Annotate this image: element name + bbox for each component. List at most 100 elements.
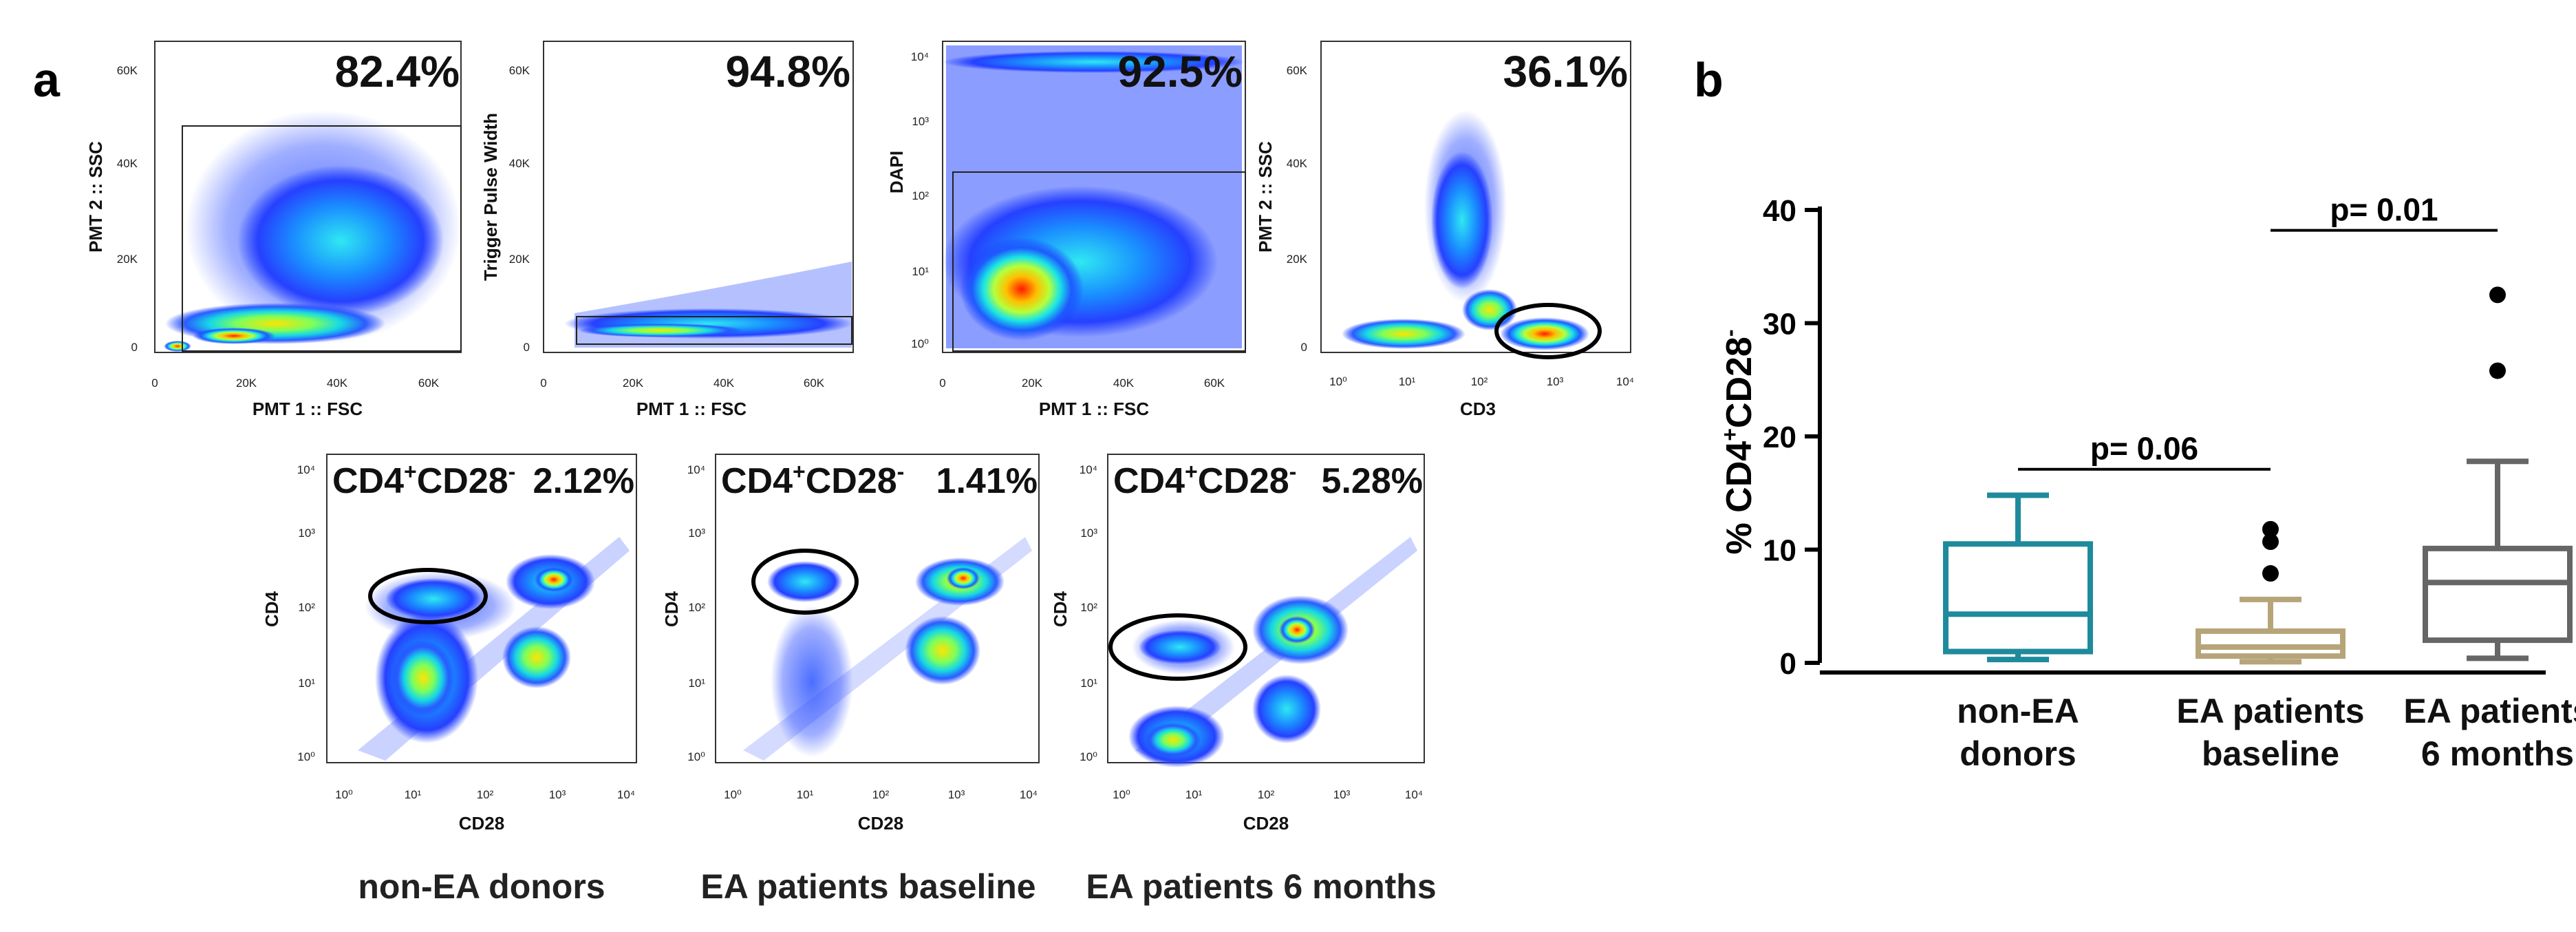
panel-label-a: a bbox=[33, 53, 61, 107]
ylabel-mid: CD28 bbox=[1719, 337, 1759, 428]
y-tick: 10³ bbox=[1080, 527, 1097, 540]
y-tick: 10⁰ bbox=[687, 750, 705, 763]
cd28-text: CD28 bbox=[1198, 461, 1289, 501]
x-tick: 10¹ bbox=[405, 788, 422, 801]
density-peak bbox=[960, 237, 1084, 341]
y-tick: 10² bbox=[688, 601, 705, 614]
x-tick: 60K bbox=[1204, 377, 1225, 390]
y-axis-label: % CD4+CD28- bbox=[1717, 329, 1759, 554]
x-tick: 10³ bbox=[1547, 375, 1564, 388]
density-cloud bbox=[905, 616, 980, 685]
x-tick: 10² bbox=[477, 788, 494, 801]
y-tick: 10⁴ bbox=[297, 463, 315, 476]
panel-label-b: b bbox=[1694, 53, 1724, 107]
y-axis-label: CD4 bbox=[261, 591, 282, 627]
y-tick: 0 bbox=[131, 341, 138, 354]
y-tick: 10¹ bbox=[912, 265, 929, 278]
gate-ellipse bbox=[751, 549, 859, 615]
gate-ellipse bbox=[1494, 303, 1602, 359]
x-axis-label: CD28 bbox=[858, 813, 903, 834]
category-label: non-EA bbox=[1957, 692, 2079, 730]
ylabel-prefix: % CD4 bbox=[1719, 441, 1759, 555]
gate-ellipse bbox=[1108, 613, 1247, 681]
outlier-point bbox=[2262, 565, 2279, 582]
p-value-label: p= 0.01 bbox=[2330, 192, 2438, 228]
box-plot-cd4-cd28: % CD4+CD28- 0 10 20 30 40 non-EA donors EA pati… bbox=[1717, 192, 2576, 773]
y-tick: 60K bbox=[117, 64, 138, 77]
x-tick: 10¹ bbox=[1185, 788, 1203, 801]
gate-rectangle bbox=[952, 171, 1246, 352]
x-tick: 10² bbox=[1471, 375, 1488, 388]
flow-plot-cd28-cd4-ea-baseline: CD4+CD28- 1.41% CD28 CD4 10⁰ 10¹ 10² 10³… bbox=[661, 454, 1040, 906]
y-tick: 40K bbox=[117, 157, 138, 170]
cd4-cd28-label: CD4+CD28- bbox=[1113, 459, 1296, 501]
density-peak bbox=[193, 328, 275, 344]
y-tick-label: 10 bbox=[1763, 534, 1796, 568]
outlier-point bbox=[2489, 362, 2506, 379]
x-tick: 40K bbox=[1113, 377, 1135, 390]
y-tick: 60K bbox=[509, 64, 530, 77]
density-peak bbox=[1279, 616, 1315, 644]
density-cloud bbox=[1431, 151, 1493, 289]
x-tick: 10² bbox=[1258, 788, 1275, 801]
flow-plot-cd28-cd4-ea-6-months: CD4+CD28- 5.28% CD28 CD4 10⁰ 10¹ 10² 10³… bbox=[1050, 454, 1437, 906]
y-tick: 60K bbox=[1287, 64, 1308, 77]
x-tick: 10³ bbox=[1333, 788, 1351, 801]
flow-plot-fsc-dapi: 92.5% PMT 1 :: FSC DAPI 0 20K 40K 60K 10… bbox=[886, 41, 1246, 419]
y-axis-label: CD4 bbox=[661, 591, 682, 627]
box bbox=[1943, 541, 2093, 655]
x-tick: 20K bbox=[1022, 377, 1043, 390]
y-tick: 10⁰ bbox=[1080, 750, 1097, 763]
gate-percent: 2.12% bbox=[533, 461, 634, 501]
x-tick: 10³ bbox=[549, 788, 566, 801]
gate-rectangle bbox=[576, 316, 852, 345]
outlier-point bbox=[2489, 286, 2506, 304]
cd4-cd28-label: CD4+CD28- bbox=[721, 459, 904, 501]
density-cloud bbox=[771, 606, 853, 757]
box bbox=[2423, 545, 2573, 644]
x-tick: 60K bbox=[804, 377, 825, 390]
x-tick: 10³ bbox=[948, 788, 965, 801]
y-tick: 20K bbox=[117, 253, 138, 266]
sup-minus: - bbox=[508, 459, 516, 484]
gate-rectangle bbox=[182, 125, 462, 352]
x-tick: 10⁴ bbox=[617, 788, 635, 801]
density-cloud bbox=[767, 561, 843, 602]
y-tick: 10⁰ bbox=[911, 337, 929, 350]
y-tick: 10⁴ bbox=[687, 463, 705, 476]
density-band bbox=[943, 51, 1245, 73]
density-peak bbox=[164, 341, 191, 352]
ylabel-sup-minus: - bbox=[1717, 329, 1742, 337]
y-tick: 10² bbox=[298, 601, 315, 614]
sup-plus: + bbox=[793, 459, 806, 484]
y-tick: 10⁴ bbox=[1080, 463, 1097, 476]
x-tick: 40K bbox=[327, 377, 348, 390]
y-tick: 20K bbox=[509, 253, 530, 266]
group-label: EA patients baseline bbox=[700, 867, 1035, 906]
y-tick: 20K bbox=[1287, 253, 1308, 266]
x-tick: 10⁰ bbox=[335, 788, 353, 801]
y-tick: 10⁴ bbox=[911, 50, 929, 63]
y-axis-label: Trigger Pulse Width bbox=[480, 113, 501, 281]
density-cloud bbox=[237, 165, 444, 317]
x-axis-label: CD28 bbox=[459, 813, 504, 834]
x-tick: 10⁰ bbox=[724, 788, 742, 801]
group-label: EA patients 6 months bbox=[1086, 867, 1436, 906]
x-tick: 10⁴ bbox=[1020, 788, 1038, 801]
y-tick-label: 40 bbox=[1763, 194, 1796, 228]
y-tick: 40K bbox=[509, 157, 530, 170]
cd4-text: CD4 bbox=[721, 461, 793, 501]
y-tick: 0 bbox=[524, 341, 530, 354]
gate-percent: 94.8% bbox=[726, 47, 850, 96]
x-axis-label: CD3 bbox=[1460, 399, 1496, 419]
gate-percent: 1.41% bbox=[936, 461, 1038, 501]
sup-minus: - bbox=[897, 459, 905, 484]
y-axis-label: PMT 2 :: SSC bbox=[85, 141, 106, 253]
group-label: non-EA donors bbox=[358, 867, 605, 906]
y-tick: 10² bbox=[912, 189, 929, 202]
category-label: EA patients bbox=[2403, 692, 2576, 730]
x-tick: 0 bbox=[151, 377, 158, 390]
density-cloud bbox=[502, 626, 571, 688]
flow-plot-fsc-pulse-width: 94.8% PMT 1 :: FSC Trigger Pulse Width 0… bbox=[480, 41, 854, 419]
x-axis-label: PMT 1 :: FSC bbox=[636, 399, 747, 419]
